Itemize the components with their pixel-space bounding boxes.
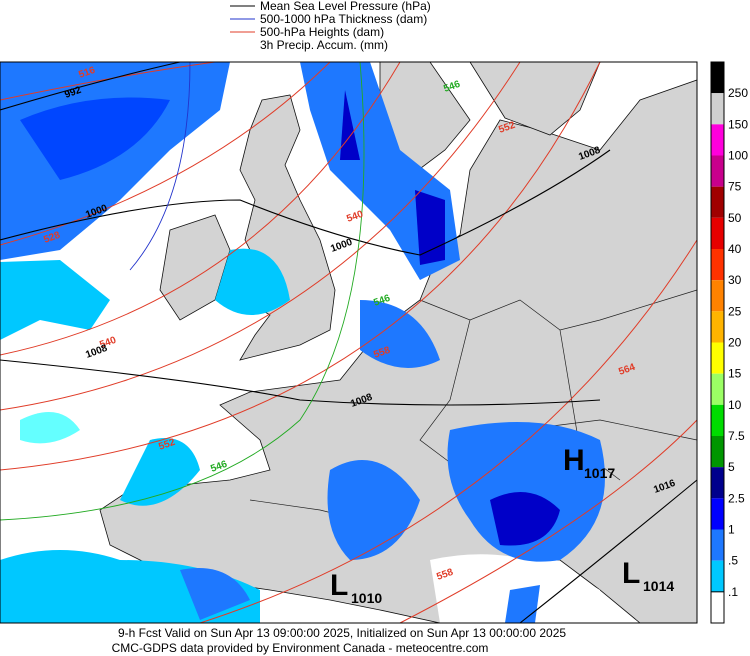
colorbar-label: 75 [728, 180, 742, 194]
colorbar-label: 2.5 [728, 491, 745, 505]
colorbar-band [711, 404, 724, 436]
colorbar-label: 50 [728, 211, 742, 225]
colorbar-band [711, 249, 724, 281]
colorbar-label: 1 [728, 523, 735, 537]
legend-label: 500-hPa Heights (dam) [260, 25, 384, 39]
thickness-contours [0, 61, 365, 521]
footer-line: CMC-GDPS data provided by Environment Ca… [112, 641, 489, 655]
pressure-center-value: 1010 [351, 590, 382, 606]
map [0, 61, 698, 624]
thickness-contours-blue [129, 61, 191, 271]
colorbar-band [711, 217, 724, 249]
colorbar-band [711, 186, 724, 218]
colorbar-band [711, 529, 724, 561]
colorbar-label: 30 [728, 273, 742, 287]
colorbar-label: 7.5 [728, 429, 745, 443]
legend-label: 500-1000 hPa Thickness (dam) [260, 12, 427, 26]
precipitation [0, 62, 605, 623]
colorbar-band [711, 93, 724, 125]
colorbar-label: 5 [728, 460, 735, 474]
colorbar-frame [710, 61, 725, 624]
colorbar-band [711, 280, 724, 312]
colorbar-label: .5 [728, 554, 738, 568]
legend-label: Mean Sea Level Pressure (hPa) [260, 0, 431, 13]
colorbar-band [711, 498, 724, 530]
height-contours [0, 61, 698, 624]
colorbar-label: 15 [728, 367, 742, 381]
colorbar-band [711, 311, 724, 343]
legend-label: 3h Precip. Accum. (mm) [260, 38, 388, 52]
pressure-center-value: 1014 [643, 578, 674, 594]
pressure-center-letter: L [330, 569, 348, 602]
pressure-center-letter: L [622, 557, 640, 590]
colorbar-label: 20 [728, 336, 742, 350]
colorbar-band [711, 62, 724, 94]
colorbar-label: 25 [728, 304, 742, 318]
footer-line: 9-h Fcst Valid on Sun Apr 13 09:00:00 20… [118, 626, 566, 640]
colorbar-label: 150 [728, 117, 748, 131]
pressure-center-value: 1017 [584, 465, 615, 481]
colorbar-bottom [710, 591, 725, 624]
colorbar-label: 250 [728, 86, 748, 100]
colorbar-label: .1 [728, 585, 738, 599]
map-frame [0, 61, 698, 624]
colorbar-label: 100 [728, 149, 748, 163]
pressure-contours [0, 61, 698, 624]
colorbar-band [711, 124, 724, 156]
colorbar-band [711, 155, 724, 187]
colorbar-band [711, 342, 724, 374]
pressure-center-letter: H [563, 444, 585, 477]
colorbar-band [711, 560, 724, 592]
colorbar-band [711, 436, 724, 468]
colorbar-band [711, 373, 724, 405]
colorbar-label: 40 [728, 242, 742, 256]
colorbar-label: 10 [728, 398, 742, 412]
colorbar-band [711, 467, 724, 499]
sea [430, 554, 600, 623]
